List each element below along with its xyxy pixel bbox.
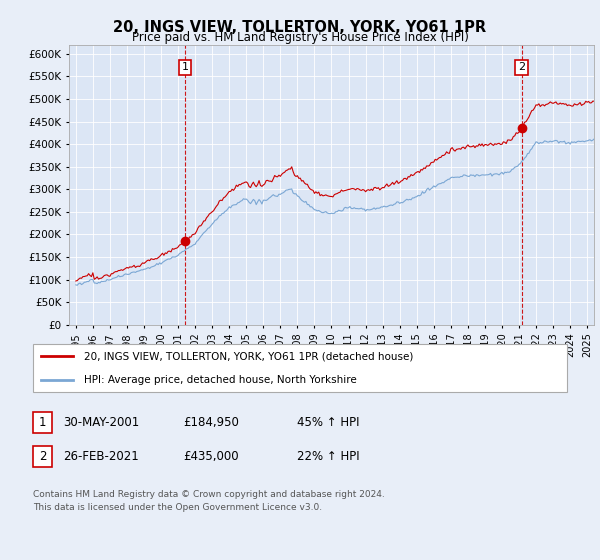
Text: 20, INGS VIEW, TOLLERTON, YORK, YO61 1PR (detached house): 20, INGS VIEW, TOLLERTON, YORK, YO61 1PR… [84,352,413,362]
Text: 22% ↑ HPI: 22% ↑ HPI [297,450,359,463]
Text: 1: 1 [182,62,188,72]
Text: 20, INGS VIEW, TOLLERTON, YORK, YO61 1PR: 20, INGS VIEW, TOLLERTON, YORK, YO61 1PR [113,20,487,35]
Text: Price paid vs. HM Land Registry's House Price Index (HPI): Price paid vs. HM Land Registry's House … [131,31,469,44]
Text: 1: 1 [39,416,46,430]
Text: HPI: Average price, detached house, North Yorkshire: HPI: Average price, detached house, Nort… [84,375,357,385]
Text: £435,000: £435,000 [183,450,239,463]
Text: 45% ↑ HPI: 45% ↑ HPI [297,416,359,430]
FancyBboxPatch shape [33,344,568,392]
Text: 30-MAY-2001: 30-MAY-2001 [63,416,139,430]
Text: 26-FEB-2021: 26-FEB-2021 [63,450,139,463]
Text: Contains HM Land Registry data © Crown copyright and database right 2024.
This d: Contains HM Land Registry data © Crown c… [33,490,385,511]
Text: 2: 2 [518,62,525,72]
Text: 2: 2 [39,450,46,463]
Text: £184,950: £184,950 [183,416,239,430]
